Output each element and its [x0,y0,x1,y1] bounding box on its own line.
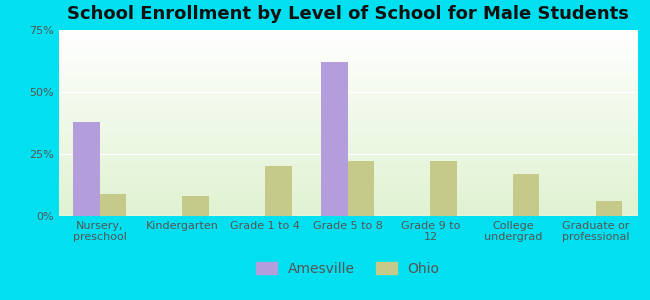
Bar [265,167,292,216]
Bar [513,174,540,216]
Legend: Amesville, Ohio: Amesville, Ohio [250,256,445,281]
Bar [595,201,622,216]
Bar [348,161,374,216]
Bar [321,62,348,216]
Bar [73,122,100,216]
Bar [100,194,126,216]
Bar [430,161,457,216]
Bar [183,196,209,216]
Title: School Enrollment by Level of School for Male Students: School Enrollment by Level of School for… [67,5,629,23]
